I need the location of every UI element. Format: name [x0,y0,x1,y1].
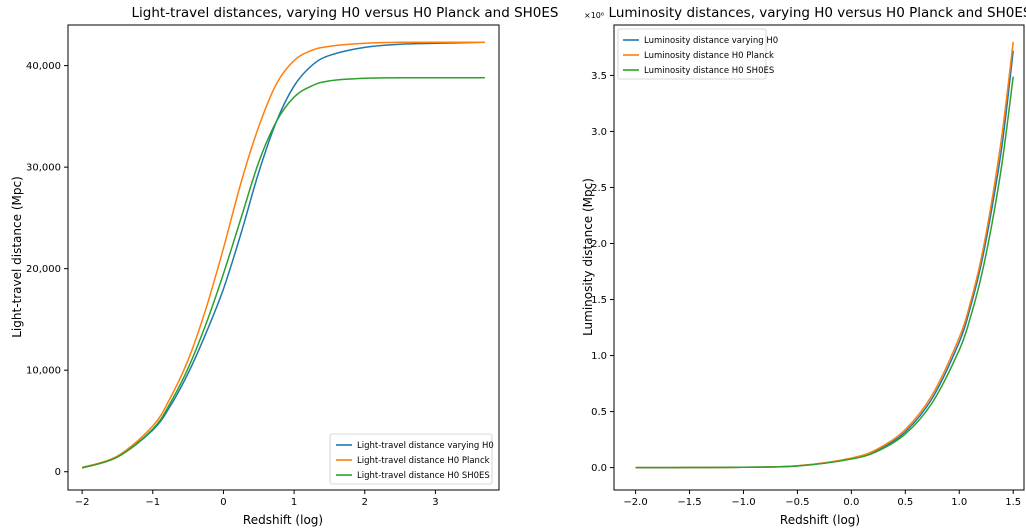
x-tick-label: 3 [432,497,438,508]
y-tick-label: 10,000 [26,366,61,377]
x-tick-label: 1.0 [951,497,967,508]
x-tick-label: −1 [145,497,160,508]
x-tick-label: 1.5 [1005,497,1021,508]
plot-frame [613,24,1025,491]
series-lines [81,41,485,469]
x-axis-label: Redshift (log) [243,513,323,527]
legend-box [329,433,493,485]
chart-title: Light-travel distances, varying H0 versu… [132,5,559,21]
series-line-2 [81,41,485,469]
y-tick-label: 3.5 [591,71,607,82]
series-line-1 [81,41,485,469]
x-tick-label: 0.0 [843,497,859,508]
x-tick-label: −2 [75,497,90,508]
x-tick-label: −1.0 [731,497,755,508]
light-travel-chart: Light-travel distances, varying H0 versu… [10,5,558,527]
y-scale-multiplier: ×10⁶ [584,11,604,20]
x-tick-label: 1 [291,497,297,508]
series-line-1 [635,50,1014,469]
x-tick-label: −0.5 [785,497,809,508]
x-tick-label: −1.5 [677,497,701,508]
legend: Luminosity distance varying H0 Luminosit… [617,28,778,80]
x-ticks: −2.0 −1.5 −1.0 −0.5 0.0 0.5 1.0 1.5 [623,490,1021,508]
y-tick-label: 3.0 [591,127,607,138]
y-tick-label: 0 [55,467,61,478]
legend: Light-travel distance varying H0 Light-t… [329,433,494,485]
y-tick-label: 2.0 [591,239,607,250]
series-line-3 [635,76,1014,469]
series-line-2 [635,41,1014,469]
chart-title: Luminosity distances, varying H0 versus … [609,5,1026,21]
y-axis-label: Luminosity distance (Mpc) [581,178,595,336]
legend-entry: Luminosity distance H0 Planck [644,51,774,61]
series-line-3 [81,77,485,469]
y-tick-label: 0.0 [591,463,607,474]
x-tick-label: 0.5 [897,497,913,508]
luminosity-chart: ×10⁶ Luminosity distances, varying H0 ve… [581,5,1026,527]
y-ticks: 0.0 0.5 1.0 1.5 2.0 2.5 3.0 3.5 [591,71,614,474]
legend-entry: Luminosity distance H0 SH0ES [644,66,774,76]
legend-entry: Light-travel distance H0 SH0ES [357,471,490,481]
y-tick-label: 2.5 [591,183,607,194]
y-tick-label: 1.5 [591,295,607,306]
y-tick-label: 20,000 [26,264,61,275]
x-tick-label: −2.0 [623,497,647,508]
y-tick-label: 1.0 [591,351,607,362]
y-ticks: 0 10,000 20,000 30,000 40,000 [26,61,68,478]
y-axis-label: Light-travel distance (Mpc) [10,176,24,338]
x-tick-label: 0 [220,497,226,508]
legend-entry: Light-travel distance H0 Planck [357,456,490,466]
y-tick-label: 40,000 [26,61,61,72]
y-tick-label: 0.5 [591,407,607,418]
legend-entry: Light-travel distance varying H0 [357,441,494,451]
plot-frame [67,24,500,491]
legend-box [617,28,767,80]
x-tick-label: 2 [362,497,368,508]
y-tick-label: 30,000 [26,163,61,174]
x-ticks: −2 −1 0 1 2 3 [75,490,439,508]
series-lines [635,41,1014,469]
x-axis-label: Redshift (log) [780,513,860,527]
legend-entry: Luminosity distance varying H0 [644,36,778,46]
